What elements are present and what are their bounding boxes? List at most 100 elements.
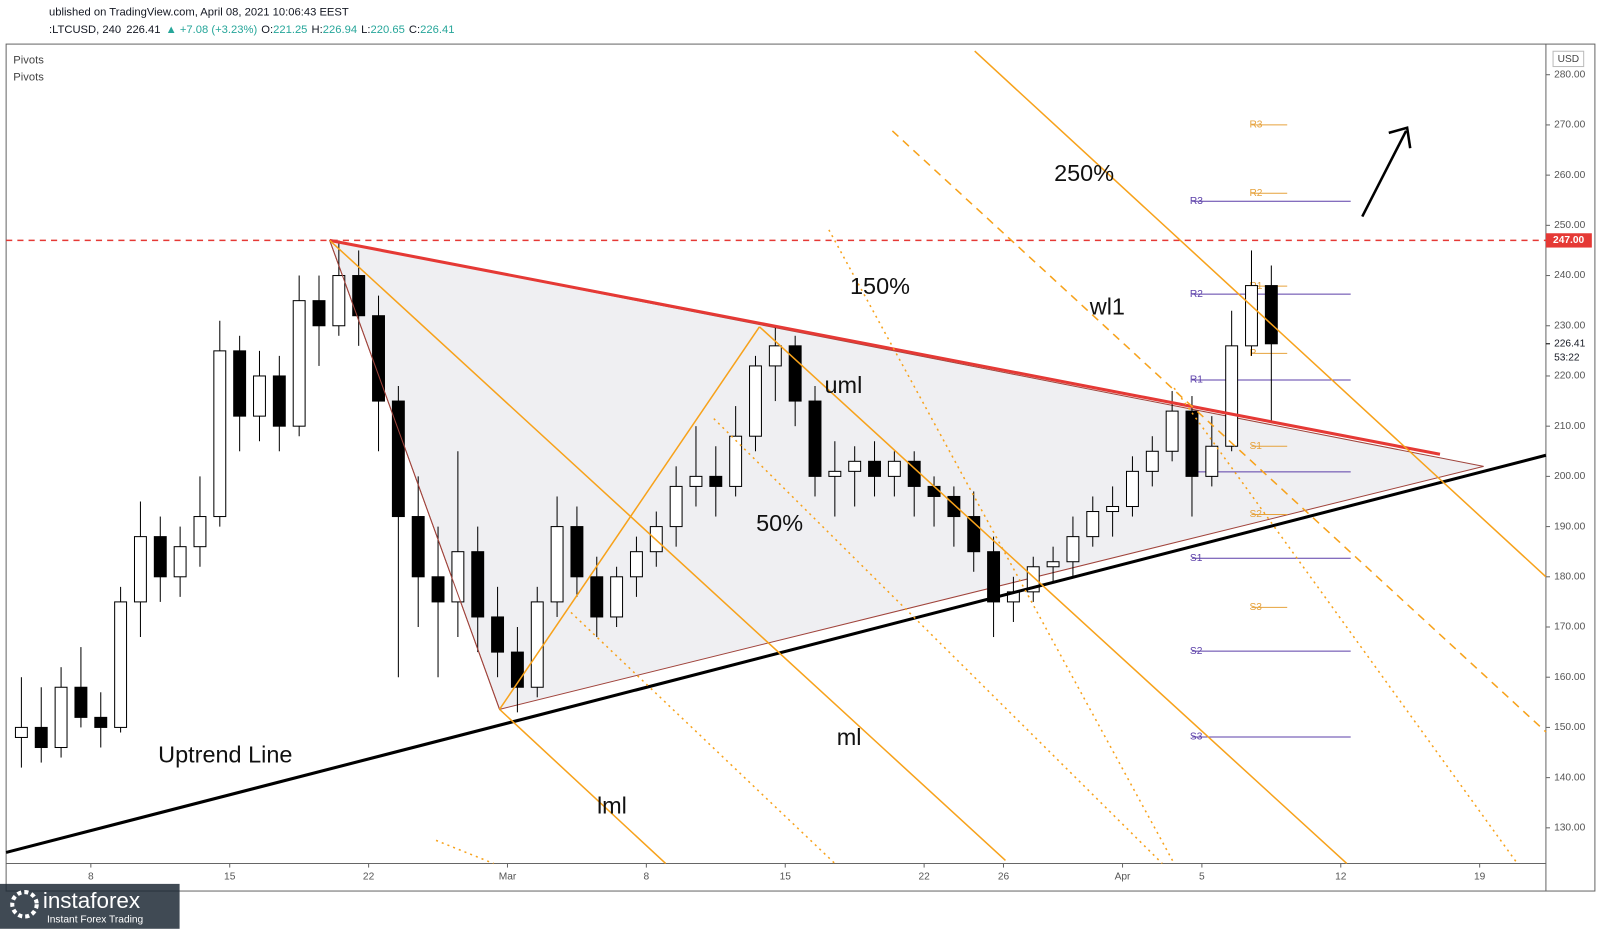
y-tick-label: 210.00 bbox=[1554, 421, 1585, 432]
frame bbox=[5, 43, 1596, 892]
price-tag: 247.00 bbox=[1553, 235, 1584, 246]
candle-body bbox=[768, 345, 782, 367]
candle-body bbox=[173, 546, 187, 578]
candle-body bbox=[1125, 470, 1139, 508]
y-tick-label: 130.00 bbox=[1554, 823, 1585, 834]
drawing-line bbox=[758, 326, 1348, 865]
arrow bbox=[1361, 126, 1412, 218]
candle-body bbox=[987, 551, 1001, 603]
candle-body bbox=[193, 516, 207, 548]
pivot-label: R2 bbox=[1249, 188, 1262, 199]
candle-body bbox=[372, 315, 385, 402]
header-item: C: bbox=[409, 24, 420, 36]
header-item: O: bbox=[261, 24, 273, 36]
candle-body bbox=[669, 485, 683, 528]
y-tick-label: 230.00 bbox=[1554, 320, 1585, 331]
logo-tagline: Instant Forex Trading bbox=[47, 914, 144, 925]
x-tick-label: 22 bbox=[918, 871, 930, 882]
x-tick-label: 8 bbox=[88, 871, 94, 882]
header-item: H: bbox=[312, 24, 323, 36]
candle-body bbox=[967, 516, 981, 553]
candle-body bbox=[510, 651, 524, 688]
candle-body bbox=[253, 375, 266, 417]
candle-body bbox=[1066, 536, 1080, 563]
price-tag: 226.41 bbox=[1554, 338, 1585, 349]
header-item: 221.25 bbox=[273, 24, 307, 36]
candle-body bbox=[213, 350, 227, 518]
candle-body bbox=[332, 275, 346, 327]
x-tick-label: 8 bbox=[644, 871, 650, 882]
candle-body bbox=[610, 576, 624, 618]
candle-body bbox=[570, 526, 584, 578]
annotation: 50% bbox=[756, 510, 803, 536]
drawing-line bbox=[5, 453, 1547, 854]
candle-body bbox=[1026, 566, 1040, 593]
candle-body bbox=[1046, 561, 1060, 568]
x-tick-label: Mar bbox=[499, 871, 517, 882]
candle-body bbox=[1165, 410, 1179, 452]
candle-body bbox=[491, 616, 505, 653]
candle-body bbox=[153, 536, 167, 578]
y-tick-label: 200.00 bbox=[1554, 471, 1585, 482]
candle-body bbox=[1264, 285, 1278, 345]
header-item: 226.41 bbox=[126, 24, 160, 36]
y-tick-label: 250.00 bbox=[1554, 220, 1585, 231]
drawing-line bbox=[498, 326, 761, 710]
annotation: wl1 bbox=[1089, 294, 1125, 320]
y-tick-label: 140.00 bbox=[1554, 772, 1585, 783]
annotation: uml bbox=[824, 372, 862, 398]
header-item: :LTCUSD, 240 bbox=[49, 24, 121, 36]
pivot-label: S3 bbox=[1249, 602, 1262, 613]
currency-box bbox=[1552, 50, 1585, 68]
plot: R3R2R1PS1S2S3R3R2R1S1S2S3 bbox=[5, 50, 1547, 865]
x-tick-label: 12 bbox=[1335, 871, 1347, 882]
candle-body bbox=[1225, 345, 1239, 447]
pivot-label: S1 bbox=[1249, 441, 1262, 452]
y-tick-label: 190.00 bbox=[1554, 521, 1585, 532]
candle-body bbox=[629, 551, 643, 578]
header-line2: :LTCUSD, 240 226.41 ▲ +7.08 (+3.23%) O:221.… bbox=[49, 24, 454, 36]
candle-body bbox=[887, 460, 901, 477]
candle-body bbox=[471, 551, 485, 618]
logo-brand: instaforex bbox=[43, 888, 140, 913]
candle-body bbox=[431, 576, 445, 603]
annotation: Uptrend Line bbox=[158, 742, 292, 768]
annotation: lml bbox=[597, 793, 627, 819]
header-item: 226.41 bbox=[420, 24, 454, 36]
y-tick-label: 220.00 bbox=[1554, 371, 1585, 382]
candle-body bbox=[94, 716, 108, 728]
y-tick-label: 150.00 bbox=[1554, 722, 1585, 733]
drawing-line bbox=[713, 418, 1163, 865]
candle-body bbox=[1205, 445, 1219, 477]
logo: instaforex Instant Forex Trading bbox=[0, 883, 180, 929]
x-tick-label: 15 bbox=[224, 871, 236, 882]
candle-body bbox=[947, 495, 961, 518]
candle-body bbox=[868, 460, 881, 477]
price-tag-sub: 53:22 bbox=[1554, 353, 1580, 364]
candle-body bbox=[312, 300, 326, 327]
x-tick-label: 22 bbox=[363, 871, 375, 882]
candle-body bbox=[808, 400, 822, 477]
candle-body bbox=[292, 300, 306, 427]
candle-body bbox=[391, 400, 405, 518]
x-tick-label: 19 bbox=[1474, 871, 1486, 882]
y-tick-label: 180.00 bbox=[1554, 571, 1585, 582]
pivot-label: R2 bbox=[1190, 289, 1203, 300]
header-item: 226.94 bbox=[323, 24, 357, 36]
pivot-label: R3 bbox=[1249, 120, 1262, 131]
annotation: 250% bbox=[1054, 160, 1114, 186]
indicator: Pivots bbox=[13, 54, 44, 66]
drawing-line bbox=[499, 708, 667, 865]
price-tag-box bbox=[1545, 233, 1592, 248]
candle-body bbox=[352, 275, 366, 317]
candle-body bbox=[233, 350, 247, 417]
candle-body bbox=[34, 726, 48, 749]
y-tick-label: 270.00 bbox=[1554, 120, 1585, 131]
candle-body bbox=[689, 475, 703, 487]
candle-body bbox=[848, 460, 862, 472]
drawing-line bbox=[828, 229, 1175, 864]
candle-body bbox=[14, 726, 28, 738]
candle-body bbox=[1185, 410, 1199, 477]
